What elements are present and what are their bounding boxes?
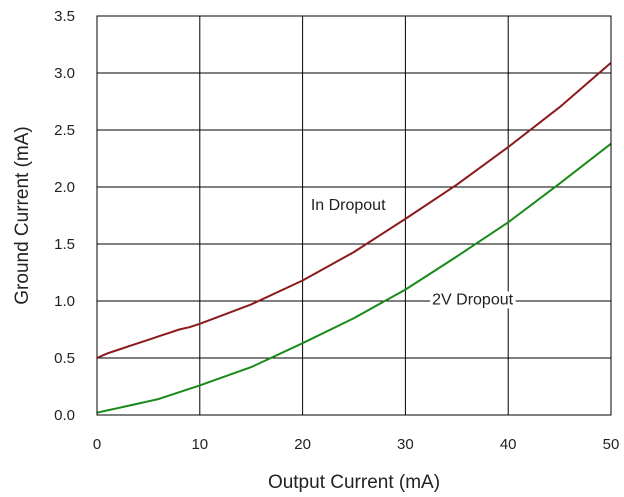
y-tick-label: 2.0 [54, 179, 75, 196]
y-tick-label: 0.0 [54, 407, 75, 424]
y-tick-label: 1.0 [54, 293, 75, 310]
series-line-2v-dropout [96, 142, 612, 414]
grid-lines [97, 16, 611, 415]
y-tick-label: 0.5 [54, 350, 75, 367]
x-tick-label: 40 [500, 436, 517, 453]
y-tick-labels: 0.0 0.5 1.0 1.5 2.0 2.5 3.0 3.5 [54, 8, 75, 424]
y-tick-label: 3.0 [54, 65, 75, 82]
x-tick-label: 20 [294, 436, 311, 453]
x-tick-label: 50 [603, 436, 620, 453]
x-tick-label: 10 [191, 436, 208, 453]
y-tick-label: 2.5 [54, 122, 75, 139]
x-tick-label: 0 [93, 436, 101, 453]
y-tick-label: 1.5 [54, 236, 75, 253]
y-tick-label: 3.5 [54, 8, 75, 25]
y-axis-title: Ground Current (mA) [12, 126, 33, 304]
series-line-in-dropout [96, 61, 612, 359]
plot-frame [96, 15, 612, 416]
series-lines [96, 61, 612, 414]
annotation-in-dropout-backing [308, 196, 389, 214]
x-tick-labels: 0 10 20 30 40 50 [93, 436, 620, 453]
annotation-in-dropout: In Dropout [311, 197, 386, 214]
annotation-2v-dropout: 2V Dropout [432, 291, 513, 308]
annotation-2v-dropout-backing [430, 291, 516, 309]
x-axis-title: Output Current (mA) [268, 472, 440, 493]
x-tick-label: 30 [397, 436, 414, 453]
